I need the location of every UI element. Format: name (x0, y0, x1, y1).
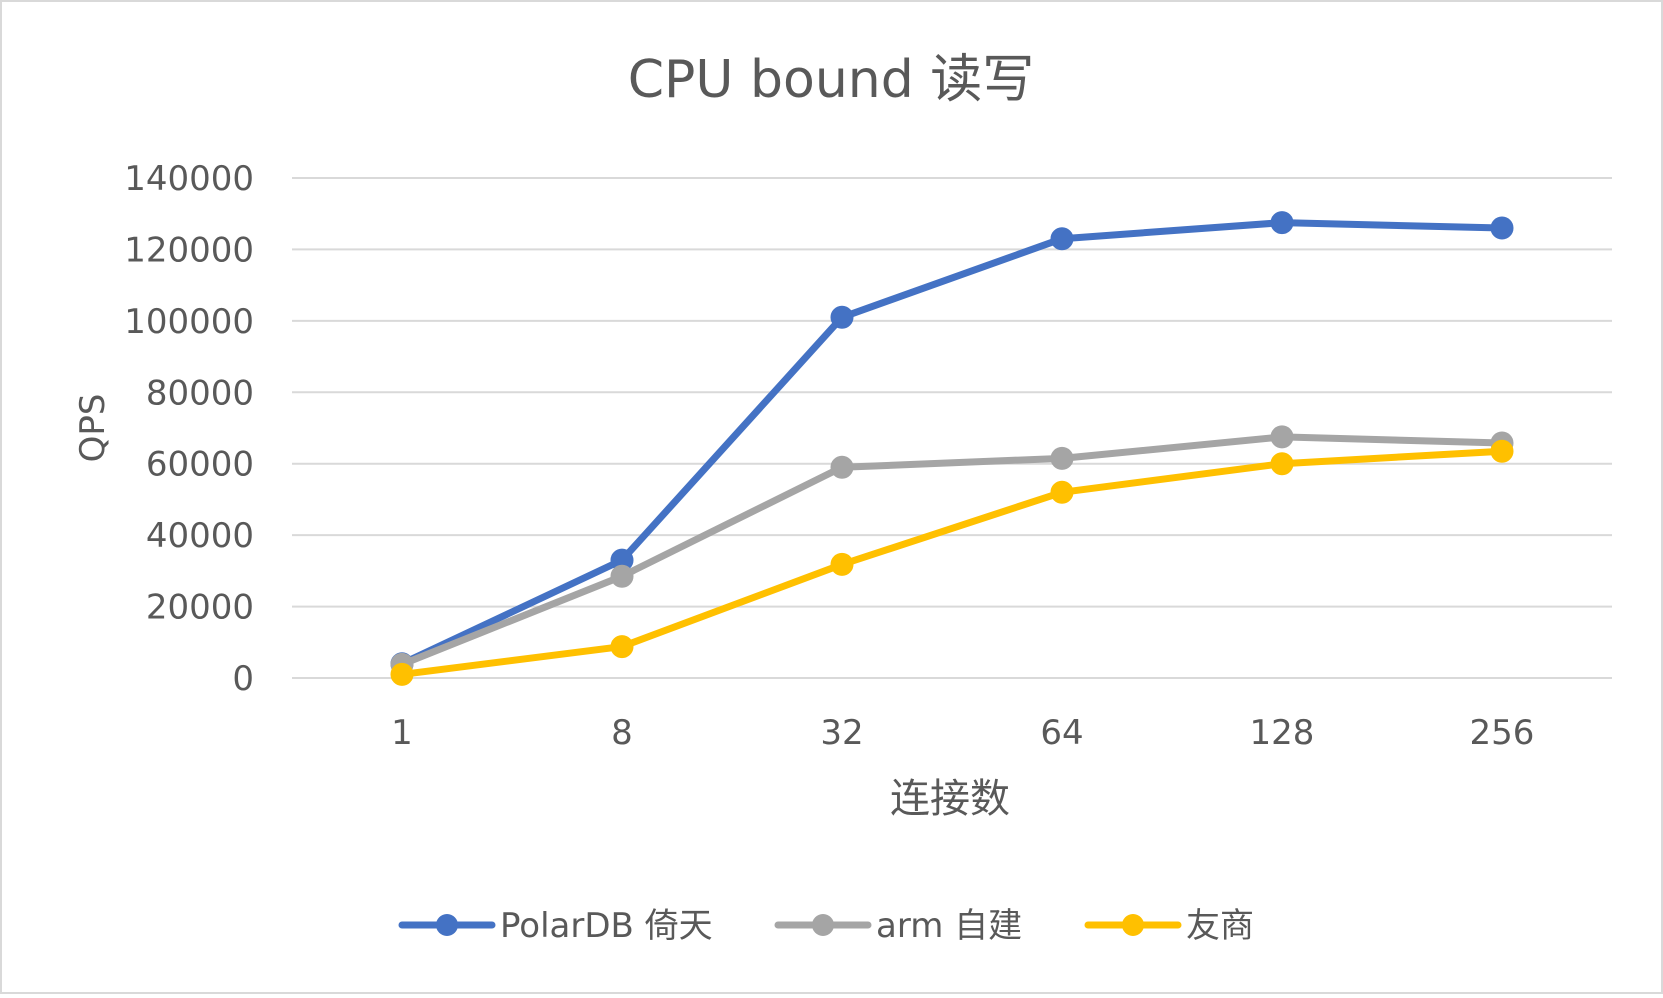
data-point (1270, 425, 1294, 449)
y-tick-label: 60000 (146, 445, 254, 485)
y-tick-label: 20000 (146, 588, 254, 628)
legend-swatch-marker (436, 914, 458, 936)
series-group (390, 425, 1514, 676)
data-point (830, 305, 854, 329)
series-line (398, 219, 1506, 668)
legend: PolarDB 倚天 arm 自建 友商 (398, 906, 1254, 946)
data-point (390, 662, 414, 686)
legend-label: 友商 (1186, 906, 1254, 946)
y-axis-label: QPS (73, 394, 113, 463)
legend-swatch-marker (812, 914, 834, 936)
data-point (1050, 446, 1074, 470)
y-tick-label: 40000 (146, 516, 254, 556)
data-point (830, 552, 854, 576)
y-tick-label: 140000 (124, 159, 254, 199)
data-point (1050, 480, 1074, 504)
data-point (610, 564, 634, 588)
data-point (1050, 227, 1074, 251)
data-point (1270, 211, 1294, 235)
series-lines (390, 211, 1514, 686)
legend-label: arm 自建 (876, 906, 1022, 946)
chart-title: CPU bound 读写 (628, 50, 1035, 110)
series-line (398, 447, 1506, 678)
y-tick-label: 120000 (124, 230, 254, 270)
data-point (1490, 216, 1514, 240)
data-point (610, 635, 634, 659)
legend-item: arm 自建 (774, 906, 1022, 946)
legend-item: 友商 (1084, 906, 1254, 946)
x-tick-label: 32 (820, 713, 863, 753)
y-tick-label: 100000 (124, 302, 254, 342)
x-tick-label: 1 (391, 713, 413, 753)
data-point (1270, 452, 1294, 476)
x-tick-label: 128 (1250, 713, 1315, 753)
y-axis-ticks: 0 20000 40000 60000 80000 100000 120000 140000 (124, 159, 254, 699)
legend-swatch-marker (1122, 914, 1144, 936)
gridlines (292, 177, 1612, 679)
y-tick-label: 0 (232, 659, 254, 699)
x-tick-label: 8 (611, 713, 633, 753)
series-line (398, 433, 1506, 668)
data-point (1490, 439, 1514, 463)
x-tick-label: 64 (1040, 713, 1083, 753)
data-point (830, 455, 854, 479)
x-tick-label: 256 (1470, 713, 1535, 753)
y-tick-label: 80000 (146, 373, 254, 413)
x-axis-ticks: 1 8 32 64 128 256 (391, 713, 1534, 753)
x-axis-label: 连接数 (890, 776, 1010, 822)
series-group (390, 439, 1514, 686)
legend-label: PolarDB 倚天 (500, 906, 713, 946)
legend-item: PolarDB 倚天 (398, 906, 713, 946)
